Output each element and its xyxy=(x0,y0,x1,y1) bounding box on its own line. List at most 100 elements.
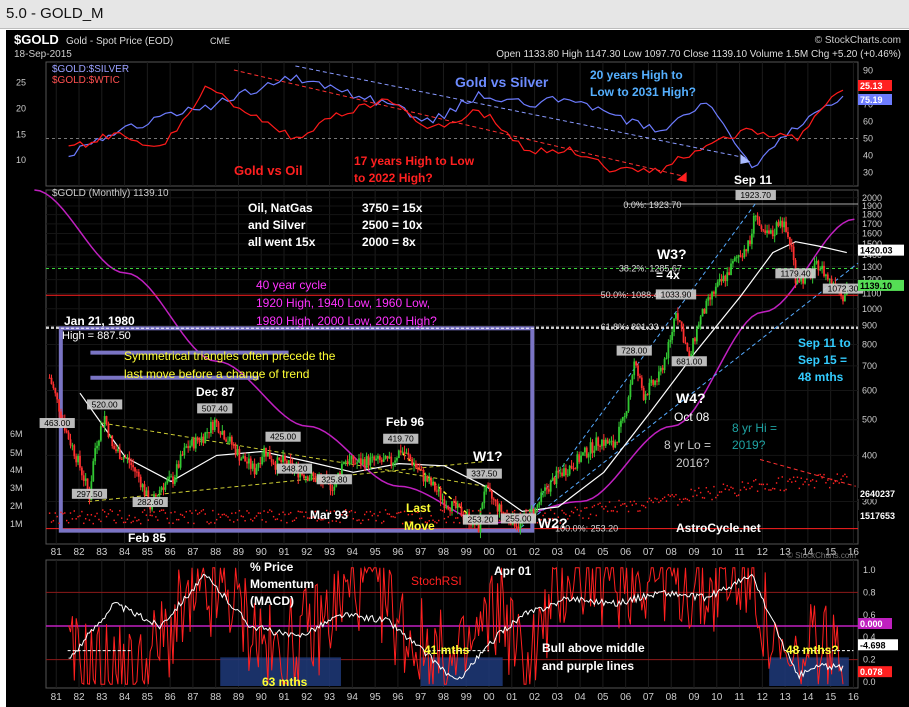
price-candle xyxy=(559,472,562,474)
price-candle xyxy=(192,438,195,449)
price-tick-label: 1700 xyxy=(862,219,882,229)
price-candle xyxy=(678,320,681,322)
volume-mark xyxy=(434,521,436,523)
label-48: 48 mths? xyxy=(786,643,839,657)
x-tick-label: 09 xyxy=(688,547,700,558)
volume-mark xyxy=(415,511,417,513)
volume-mark xyxy=(195,509,197,512)
price-candle xyxy=(350,455,353,460)
price-candle xyxy=(175,464,178,478)
volume-mark xyxy=(115,522,117,524)
price-candle xyxy=(625,411,628,417)
volume-mark xyxy=(240,515,243,517)
volume-mark xyxy=(732,487,734,490)
volume-tick-label: 1M xyxy=(10,519,23,529)
price-candle xyxy=(517,526,520,529)
volume-mark xyxy=(143,509,146,511)
price-candle xyxy=(760,225,763,230)
volume-mark xyxy=(390,515,392,518)
volume-mark xyxy=(825,481,827,484)
price-candle xyxy=(139,476,142,488)
price-candle xyxy=(434,481,436,491)
price-candle xyxy=(680,321,683,329)
volume-mark xyxy=(646,501,649,503)
volume-mark xyxy=(105,515,108,518)
volume-mark xyxy=(405,521,408,523)
volume-mark xyxy=(447,516,449,518)
volume-mark xyxy=(836,473,839,475)
price-candle xyxy=(572,468,575,470)
price-tick-label: 1500 xyxy=(862,239,882,249)
x-tick-label-bottom: 97 xyxy=(415,692,427,703)
note-silver-line2: Low to 2031 High? xyxy=(590,85,696,99)
volume-mark xyxy=(458,522,461,524)
volume-mark xyxy=(384,509,387,511)
volume-mark xyxy=(519,512,522,514)
x-tick-label-bottom: 14 xyxy=(802,692,814,703)
x-tick-label: 98 xyxy=(438,547,450,558)
x-tick-label-bottom: 04 xyxy=(575,692,587,703)
price-candle xyxy=(314,476,317,482)
price-candle xyxy=(532,509,535,517)
price-candle xyxy=(709,297,712,300)
price-candle xyxy=(79,455,81,468)
volume-mark xyxy=(183,516,186,518)
header-symbol: $GOLD xyxy=(14,32,59,47)
volume-mark xyxy=(155,516,157,518)
volume-mark xyxy=(282,511,284,513)
x-tick-label-bottom: 86 xyxy=(165,692,177,703)
point-label-box xyxy=(383,433,419,444)
point-label-box xyxy=(265,431,301,442)
volume-mark xyxy=(506,509,508,512)
price-tick-label: 1900 xyxy=(862,201,882,211)
volume-mark xyxy=(553,512,556,515)
x-tick-label: 85 xyxy=(142,547,154,558)
curve-layer xyxy=(34,189,859,686)
price-tick-label: 600 xyxy=(862,386,877,396)
legend-gold-silver: $GOLD:$SILVER xyxy=(52,64,129,75)
price-tick-label: 300 xyxy=(862,496,877,506)
price-candle xyxy=(181,454,184,456)
volume-mark xyxy=(637,510,639,512)
price-candle xyxy=(752,215,755,234)
price-candle xyxy=(168,476,171,480)
volume-mark xyxy=(269,509,271,511)
price-candle xyxy=(688,350,691,358)
note-oil-line1: 17 years High to Low xyxy=(354,154,475,168)
price-candle xyxy=(409,455,412,460)
badge-sma: 1420.03 xyxy=(860,246,893,256)
volume-mark xyxy=(648,497,651,500)
volume-mark xyxy=(272,515,275,518)
x-tick-label-bottom: 82 xyxy=(73,692,85,703)
price-candle xyxy=(215,419,218,423)
price-candle xyxy=(141,484,144,488)
price-candle xyxy=(737,255,740,258)
price-candle xyxy=(246,461,248,464)
badge-close: 1139.10 xyxy=(860,281,892,291)
top-right-tick: 90 xyxy=(863,65,873,75)
price-candle xyxy=(285,460,288,466)
volume-mark xyxy=(62,512,64,515)
price-candle xyxy=(599,445,601,447)
x-tick-label-bottom: 84 xyxy=(119,692,131,703)
price-candle xyxy=(183,447,186,456)
volume-mark xyxy=(555,519,558,521)
volume-mark xyxy=(565,513,567,516)
price-candle xyxy=(312,472,315,477)
volume-mark xyxy=(261,519,263,521)
volume-mark xyxy=(629,500,632,503)
volume-mark xyxy=(288,513,290,515)
volume-mark xyxy=(107,513,110,515)
volume-mark xyxy=(398,511,400,514)
price-candle xyxy=(819,269,822,271)
volume-mark xyxy=(684,497,687,500)
price-candle xyxy=(361,459,364,465)
x-tick-label: 86 xyxy=(165,547,177,558)
volume-mark xyxy=(688,499,690,502)
volume-mark xyxy=(661,498,664,500)
volume-mark xyxy=(679,498,681,501)
price-candle xyxy=(735,257,738,259)
price-candle xyxy=(287,460,290,466)
volume-mark xyxy=(584,507,586,509)
price-candle xyxy=(612,440,615,448)
